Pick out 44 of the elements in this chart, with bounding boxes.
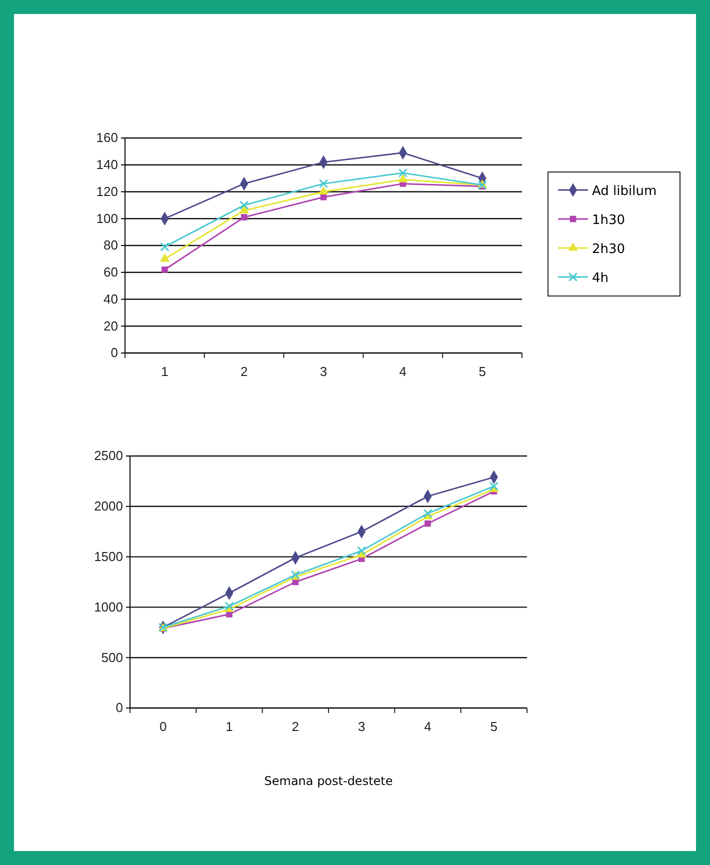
point	[240, 200, 249, 210]
point	[318, 186, 328, 195]
x-tick-label: 0	[159, 719, 167, 734]
x-tick-label: 3	[320, 364, 328, 380]
point	[162, 266, 168, 273]
legend-label: 4h	[592, 271, 609, 286]
x-tick-label: 5	[478, 364, 486, 380]
y-tick-label: 1000	[94, 599, 123, 614]
y-tick-label: 500	[101, 650, 123, 665]
legend-label: 2h30	[592, 242, 626, 257]
y-tick-label: 120	[96, 184, 118, 199]
x-tick-label: 1	[161, 364, 168, 380]
x-tick-label: 4	[424, 719, 432, 734]
y-tick-label: 2500	[94, 448, 123, 464]
y-tick-label: 60	[104, 264, 118, 280]
y-tick-label: 100	[96, 210, 118, 226]
x-tick-label: 3	[358, 719, 366, 734]
point	[160, 242, 170, 252]
point	[398, 168, 408, 178]
legend-label: Ad libilum	[592, 184, 657, 199]
x-tick-label: 5	[490, 719, 498, 734]
x-tick-label: 4	[399, 364, 407, 380]
y-tick-label: 80	[104, 238, 118, 253]
x-tick-label: 2	[240, 364, 248, 380]
y-tick-label: 0	[116, 700, 123, 716]
point	[357, 546, 366, 556]
point	[318, 179, 328, 188]
point	[239, 205, 249, 214]
point	[398, 174, 408, 182]
y-tick-label: 0	[110, 345, 118, 360]
point	[160, 253, 170, 262]
point	[240, 214, 248, 220]
x-axis-title: Semana post-destete	[264, 774, 393, 788]
x-tick-label: 2	[292, 719, 300, 734]
y-tick-label: 2000	[94, 498, 123, 514]
y-tick-label: 40	[104, 291, 118, 306]
x-tick-label: 1	[226, 719, 233, 734]
y-tick-label: 160	[96, 130, 118, 146]
point	[424, 520, 431, 527]
y-tick-label: 20	[104, 318, 118, 334]
y-tick-label: 1500	[94, 548, 123, 564]
y-tick-label: 140	[96, 157, 118, 172]
legend-label: 1h30	[592, 213, 626, 228]
point	[320, 194, 327, 200]
